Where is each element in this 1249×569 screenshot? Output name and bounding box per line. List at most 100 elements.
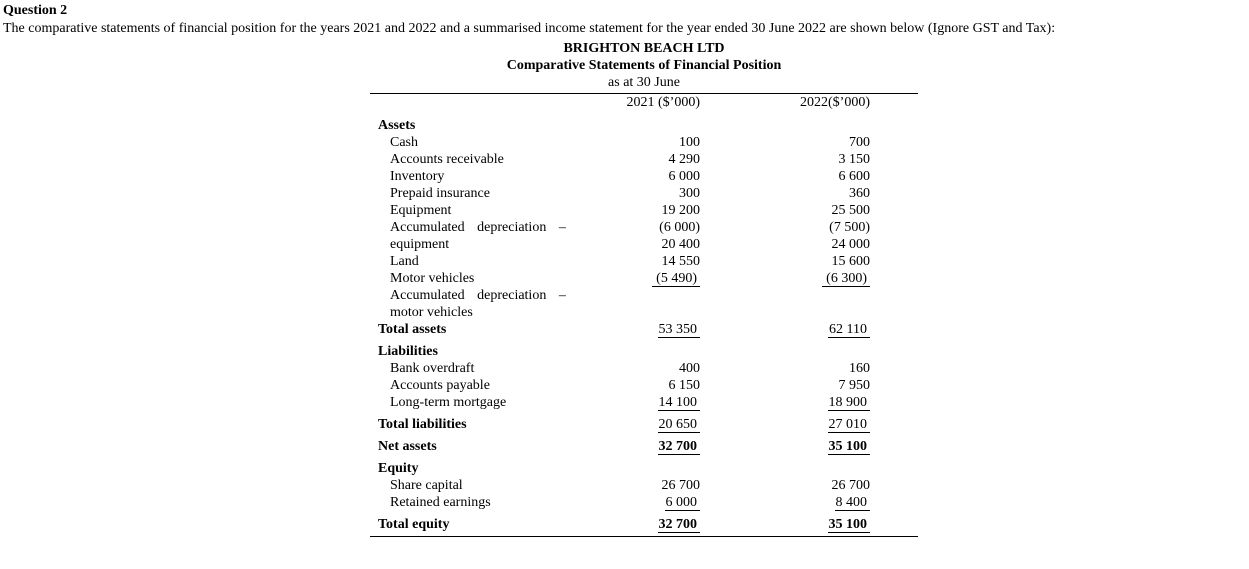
value-2021-text: (6 000) [659,220,700,235]
table-row: motor vehicles [370,304,918,321]
table-row: Motor vehicles (5 490) (6 300) [370,270,918,287]
value-2022-text: 3 150 [838,152,871,167]
row-label: Inventory [390,169,445,184]
table-row: Accounts payable 6 150 7 950 [370,377,918,394]
value-2022-text: 6 600 [838,169,871,184]
value-2021: 20 400 [620,236,701,253]
value-2022-text: 25 500 [831,203,871,218]
value-2021: (5 490) [620,270,700,287]
row-label: Share capital [390,478,463,493]
question-intro-text: The comparative statements of financial … [3,21,1056,36]
value-2022: 27 010 [700,416,870,433]
value-2021: 14 550 [620,253,701,270]
value-2022: 360 [700,185,870,202]
value-2021: (6 000) [620,219,700,236]
value-2021-text: 20 650 [657,417,700,433]
row-label: Assets [378,118,416,133]
table-row: Prepaid insurance 300 360 [370,185,918,202]
value-2022-text: (7 500) [829,220,870,235]
value-2021: 400 [620,360,700,377]
value-2021: 6 000 [620,168,701,185]
value-2021-text: 53 350 [657,322,700,338]
value-2022 [700,460,870,477]
column-header-spacer [370,94,620,112]
value-2021-text: 19 200 [661,203,701,218]
value-2022-text: 18 900 [827,395,870,411]
table-row: equipment 20 400 24 000 [370,236,918,253]
value-2022: 26 700 [700,477,871,494]
value-2022: 3 150 [700,151,871,168]
value-2021: 32 700 [620,438,700,455]
value-2022-text: 62 110 [828,322,870,338]
value-2022 [700,287,870,304]
value-2022-text: 35 100 [827,439,870,455]
table-row: Share capital 26 700 26 700 [370,477,918,494]
value-2022: 18 900 [700,394,870,411]
row-label: Total liabilities [378,417,467,432]
row-label: Accounts receivable [390,152,504,167]
value-2022: 25 500 [700,202,871,219]
value-2022: 6 600 [700,168,871,185]
value-2021: 32 700 [620,516,700,533]
table-row: Liabilities [370,343,918,360]
value-2021-text: (5 490) [651,271,700,287]
row-label: Cash [390,135,418,150]
value-2021: 6 150 [620,377,701,394]
value-2022-text: 160 [849,361,870,376]
value-2021-text: 6 000 [664,495,700,511]
value-2021 [620,460,700,477]
value-2021: 14 100 [620,394,700,411]
row-label: equipment [390,237,450,252]
row-label: Accumulated depreciation – [390,220,566,235]
value-2021: 26 700 [620,477,701,494]
column-header-2022: 2022($’000) [800,95,870,110]
table-row: Retained earnings 6 000 8 400 [370,494,918,511]
row-label: motor vehicles [390,305,473,320]
value-2022-text: 24 000 [831,237,871,252]
value-2021-text: 32 700 [657,439,700,455]
value-2021-text: 4 290 [668,152,701,167]
table-row: Equity [370,460,918,477]
value-2022: 62 110 [700,321,870,338]
row-label: Bank overdraft [390,361,475,376]
value-2022 [700,117,870,134]
value-2022-text: 8 400 [834,495,870,511]
row-label: Equipment [390,203,452,218]
value-2022 [700,304,870,321]
value-2021-text: 6 000 [668,169,701,184]
row-label: Prepaid insurance [390,186,490,201]
question-heading: Question 2 [3,3,68,18]
value-2022: 8 400 [700,494,870,511]
row-label: Total assets [378,322,447,337]
table-row: Total equity 32 700 35 100 [370,516,918,533]
table-row: Long-term mortgage 14 100 18 900 [370,394,918,411]
value-2022: 700 [700,134,870,151]
row-label: Accounts payable [390,378,490,393]
value-2021-text: 400 [679,361,700,376]
value-2021-text: 6 150 [668,378,701,393]
value-2021: 6 000 [620,494,700,511]
row-label: Accumulated depreciation – [390,288,566,303]
row-label: Equity [378,461,419,476]
table-row: Total assets 53 350 62 110 [370,321,918,338]
value-2022-text: 15 600 [831,254,871,269]
value-2022-text: 360 [849,186,870,201]
value-2021: 4 290 [620,151,701,168]
value-2021 [620,304,700,321]
value-2021-text: 20 400 [661,237,701,252]
table-row: Inventory 6 000 6 600 [370,168,918,185]
row-label: Land [390,254,419,269]
row-label: Total equity [378,517,450,532]
table-row: Cash 100 700 [370,134,918,151]
value-2022: (6 300) [700,270,870,287]
table-row: Assets [370,117,918,134]
table-bottom-rule [370,536,918,537]
value-2022: 15 600 [700,253,871,270]
value-2021: 300 [620,185,700,202]
row-label: Net assets [378,439,437,454]
value-2022: 35 100 [700,516,870,533]
value-2021: 19 200 [620,202,701,219]
table-row: Accounts receivable 4 290 3 150 [370,151,918,168]
value-2022: (7 500) [700,219,870,236]
table-row: Equipment 19 200 25 500 [370,202,918,219]
